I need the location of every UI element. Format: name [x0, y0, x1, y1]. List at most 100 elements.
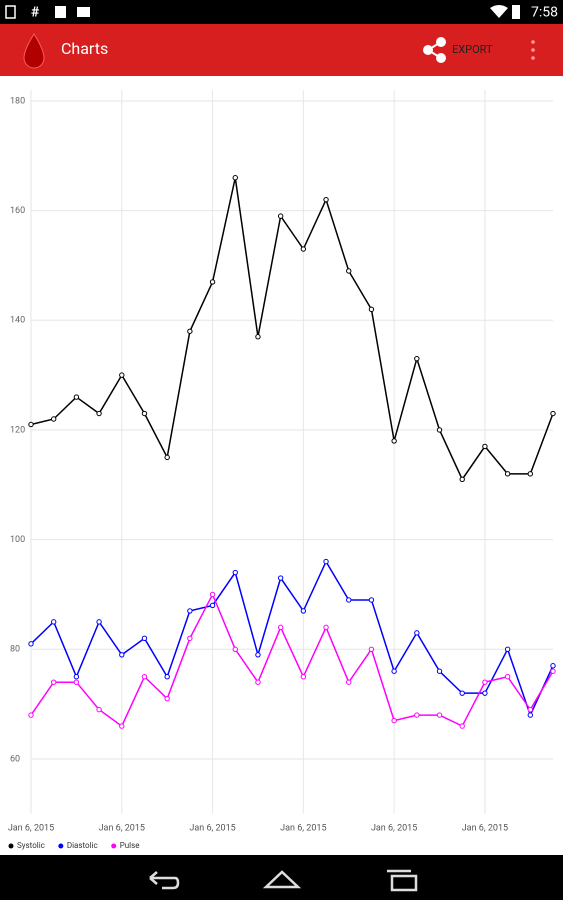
overflow-menu[interactable]	[531, 40, 535, 60]
data-point	[550, 663, 556, 669]
data-point	[50, 679, 57, 685]
y-tick-label: 80	[10, 645, 20, 655]
x-tick-label: Jan 6, 2015	[371, 823, 417, 833]
data-point	[368, 597, 375, 603]
data-point	[300, 608, 307, 614]
data-point	[73, 679, 80, 685]
app-title: Charts	[61, 39, 108, 58]
chart: 60 80 100 120 140 160 180 Jan 6, 2015 Jan 6, 201…	[8, 90, 556, 850]
data-point	[527, 712, 534, 718]
icon	[55, 6, 66, 18]
data-point	[96, 619, 102, 625]
data-point	[255, 679, 261, 685]
data-point	[482, 443, 488, 450]
data-point	[459, 723, 465, 729]
x-tick-label: Jan 6, 2015	[8, 823, 54, 833]
data-point	[550, 668, 556, 674]
home-button[interactable]	[262, 870, 302, 889]
data-point	[28, 421, 34, 428]
x-tick-label: Jan 6, 2015	[280, 823, 326, 833]
data-point	[391, 668, 397, 674]
data-point	[141, 410, 148, 417]
y-tick-label: 100	[10, 535, 25, 545]
y-tick-label: 140	[10, 316, 25, 326]
data-point	[300, 246, 307, 252]
data-point	[527, 706, 534, 713]
data-point	[323, 624, 329, 631]
data-point	[232, 646, 238, 652]
data-point	[504, 646, 511, 652]
data-point	[277, 575, 284, 581]
data-point	[414, 712, 420, 718]
data-point	[436, 668, 443, 674]
app-bar	[0, 24, 563, 76]
data-point	[164, 454, 170, 461]
data-point	[459, 690, 465, 696]
series-line	[30, 559, 554, 718]
legend-label: Systolic	[17, 841, 45, 850]
data-point	[459, 476, 465, 483]
data-point	[141, 635, 148, 642]
x-tick-label: Jan 6, 2015	[462, 823, 508, 833]
legend-swatch	[8, 843, 14, 849]
data-point	[527, 471, 534, 477]
data-point	[255, 334, 261, 340]
legend-swatch	[111, 843, 117, 849]
data-point	[482, 679, 488, 685]
data-point	[277, 624, 284, 631]
export-button[interactable]: EXPORT	[423, 37, 493, 63]
series-line	[30, 177, 554, 481]
data-point	[96, 706, 102, 713]
clock: 7:58	[531, 5, 558, 21]
data-point	[28, 641, 34, 647]
data-point	[255, 652, 261, 658]
status-icons: #	[5, 5, 520, 21]
data-point	[300, 674, 307, 680]
data-point	[323, 196, 329, 203]
legend-swatch	[58, 843, 64, 849]
data-point	[391, 717, 397, 724]
y-tick-label: 160	[10, 206, 25, 216]
status-bar	[0, 0, 563, 24]
data-point	[187, 635, 193, 642]
data-point	[187, 328, 193, 334]
battery-icon	[512, 5, 520, 19]
export-label: EXPORT	[452, 43, 493, 56]
data-point	[368, 306, 375, 313]
data-point	[209, 602, 216, 609]
x-tick-label: Jan 6, 2015	[99, 823, 145, 833]
data-point	[141, 674, 148, 680]
data-point	[482, 690, 488, 696]
data-point	[436, 427, 443, 433]
series-line	[30, 592, 554, 728]
data-point	[119, 372, 125, 378]
data-point	[164, 674, 170, 680]
data-point	[187, 608, 193, 614]
data-point	[232, 569, 238, 576]
data-point	[209, 591, 216, 598]
icon	[5, 5, 16, 19]
data-point	[504, 471, 511, 477]
data-point	[28, 712, 34, 718]
data-point	[346, 268, 352, 274]
nav-bar	[0, 855, 563, 900]
data-point	[209, 279, 216, 285]
data-point	[119, 723, 125, 729]
wifi-icon	[490, 5, 508, 18]
data-point	[73, 394, 80, 400]
y-tick-label: 60	[10, 754, 20, 764]
data-point	[164, 695, 170, 702]
data-point	[391, 438, 397, 444]
data-point	[277, 213, 284, 219]
data-point	[50, 619, 57, 625]
data-point	[368, 646, 375, 652]
y-tick-label: 120	[10, 425, 25, 435]
icon: #	[31, 5, 40, 21]
icon	[77, 7, 90, 17]
legend-label: Pulse	[120, 841, 140, 850]
back-button[interactable]	[149, 871, 180, 890]
recents-button[interactable]	[387, 869, 418, 892]
data-point	[414, 355, 420, 362]
nav-buttons	[149, 869, 418, 892]
app-icon	[23, 33, 45, 69]
